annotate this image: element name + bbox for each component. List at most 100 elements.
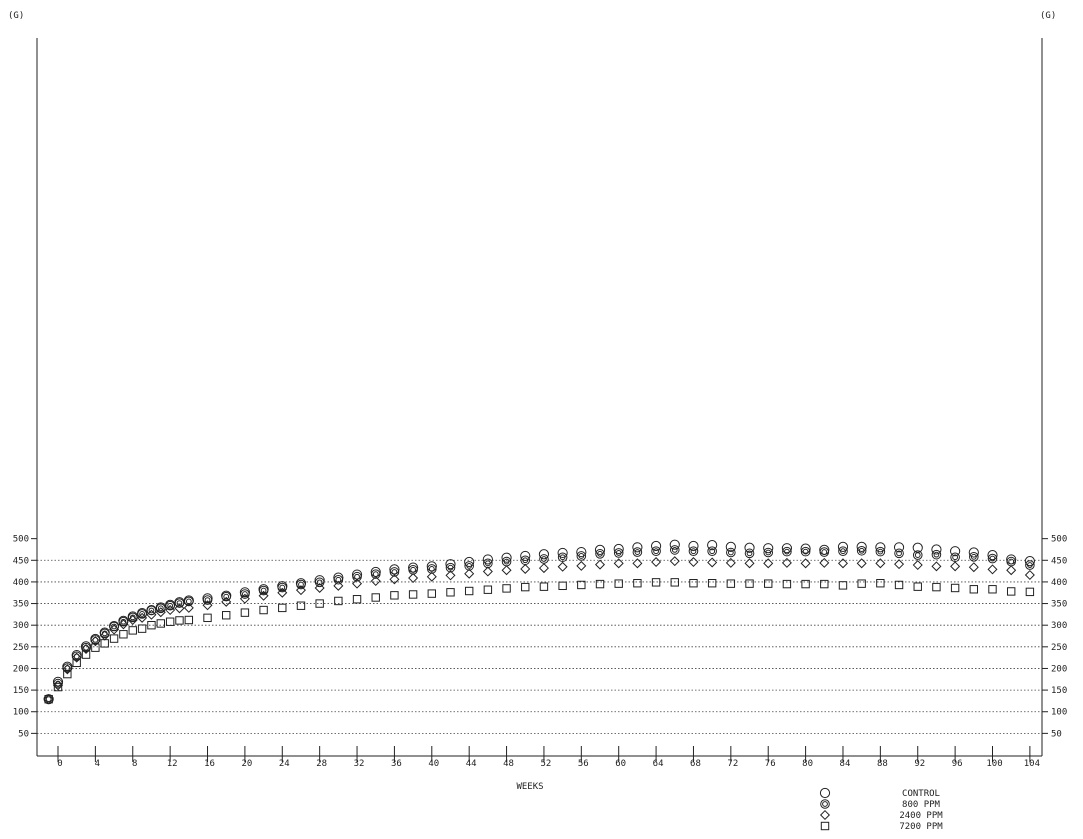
x-tick-label: 56 xyxy=(578,759,589,769)
data-point-control xyxy=(837,541,849,552)
data-point-800-ppm xyxy=(314,577,325,588)
marker-shape xyxy=(820,579,829,589)
data-point-2400-ppm xyxy=(931,561,942,572)
y-tick-label-left: 350 xyxy=(13,600,29,610)
data-point-control xyxy=(669,539,680,550)
marker-shape xyxy=(483,585,493,594)
marker-shape xyxy=(688,546,699,556)
marker-shape xyxy=(745,579,754,588)
data-point-control xyxy=(744,542,755,553)
marker-shape xyxy=(445,559,456,570)
marker-shape xyxy=(240,589,250,599)
marker-shape xyxy=(632,547,643,557)
marker-shape xyxy=(466,563,473,569)
marker-shape xyxy=(221,596,232,607)
data-point-7200-ppm xyxy=(745,579,754,588)
marker-shape xyxy=(707,579,717,588)
marker-shape xyxy=(557,561,568,572)
data-point-2400-ppm xyxy=(239,593,250,604)
data-point-2400-ppm xyxy=(1006,565,1017,576)
data-point-7200-ppm xyxy=(521,582,530,592)
marker-shape xyxy=(894,559,905,570)
marker-shape xyxy=(428,566,435,572)
data-point-2400-ppm xyxy=(352,578,363,589)
data-point-control xyxy=(632,542,643,553)
marker-shape xyxy=(914,552,921,558)
marker-shape xyxy=(539,582,549,591)
data-point-7200-ppm xyxy=(100,639,109,648)
marker-shape xyxy=(333,574,344,585)
marker-shape xyxy=(520,563,531,574)
marker-shape xyxy=(482,566,493,577)
marker-shape xyxy=(669,539,680,550)
marker-shape xyxy=(81,643,92,654)
data-point-800-ppm xyxy=(969,552,979,562)
marker-shape xyxy=(782,579,792,589)
x-tick-label: 48 xyxy=(503,759,514,769)
marker-shape xyxy=(352,571,362,582)
data-point-2400-ppm xyxy=(62,664,73,675)
marker-shape xyxy=(354,573,360,580)
marker-shape xyxy=(155,603,166,614)
marker-shape xyxy=(279,584,286,591)
marker-shape xyxy=(709,548,716,555)
x-tick-label: 88 xyxy=(877,759,888,769)
marker-shape xyxy=(445,570,456,581)
marker-shape xyxy=(968,562,979,573)
marker-shape xyxy=(819,787,831,799)
data-point-control xyxy=(725,541,736,552)
marker-shape xyxy=(650,540,662,552)
data-point-7200-ppm xyxy=(558,581,567,591)
marker-shape xyxy=(202,600,213,611)
marker-shape xyxy=(260,587,267,594)
data-point-7200-ppm xyxy=(502,584,511,593)
data-point-7200-ppm xyxy=(53,682,63,692)
marker-shape xyxy=(764,579,773,588)
marker-shape xyxy=(856,541,867,552)
data-point-control xyxy=(557,547,568,559)
data-point-800-ppm xyxy=(744,548,755,559)
data-point-2400-ppm xyxy=(174,603,185,614)
marker-shape xyxy=(389,574,400,585)
marker-shape xyxy=(127,612,138,623)
data-point-800-ppm xyxy=(296,579,306,590)
marker-shape xyxy=(408,573,419,584)
data-point-7200-ppm xyxy=(63,669,72,679)
data-point-control xyxy=(931,544,942,555)
data-point-2400-ppm xyxy=(314,582,325,593)
marker-shape xyxy=(653,548,659,555)
y-tick-label-left: 400 xyxy=(13,578,29,588)
y-tick-label-left: 500 xyxy=(13,535,29,545)
x-tick-label: 80 xyxy=(802,759,813,769)
marker-shape xyxy=(137,624,147,633)
y-tick-label-right: 250 xyxy=(1051,643,1067,653)
marker-shape xyxy=(370,569,381,579)
marker-shape xyxy=(81,650,91,659)
data-point-800-ppm xyxy=(651,546,661,556)
data-point-2400-ppm xyxy=(557,561,568,572)
data-point-7200-ppm xyxy=(72,658,81,668)
marker-shape xyxy=(800,546,811,557)
marker-shape xyxy=(111,623,117,630)
marker-shape xyxy=(240,608,250,617)
data-point-7200-ppm xyxy=(44,694,53,704)
data-point-800-ppm xyxy=(155,603,166,614)
marker-shape xyxy=(1008,558,1015,565)
marker-shape xyxy=(315,599,324,608)
data-point-7200-ppm xyxy=(969,585,979,594)
marker-shape xyxy=(746,550,753,557)
x-tick-label: 92 xyxy=(914,759,925,769)
marker-shape xyxy=(146,605,157,616)
legend-marker-800-ppm xyxy=(820,799,830,809)
data-point-2400-ppm xyxy=(333,580,344,591)
x-tick-label: 24 xyxy=(279,759,290,769)
data-point-7200-ppm xyxy=(315,599,324,608)
marker-shape xyxy=(988,585,997,594)
marker-shape xyxy=(613,548,624,558)
marker-shape xyxy=(763,543,774,554)
marker-shape xyxy=(781,543,793,554)
x-tick-label: 72 xyxy=(727,759,738,769)
data-point-2400-ppm xyxy=(968,562,979,573)
